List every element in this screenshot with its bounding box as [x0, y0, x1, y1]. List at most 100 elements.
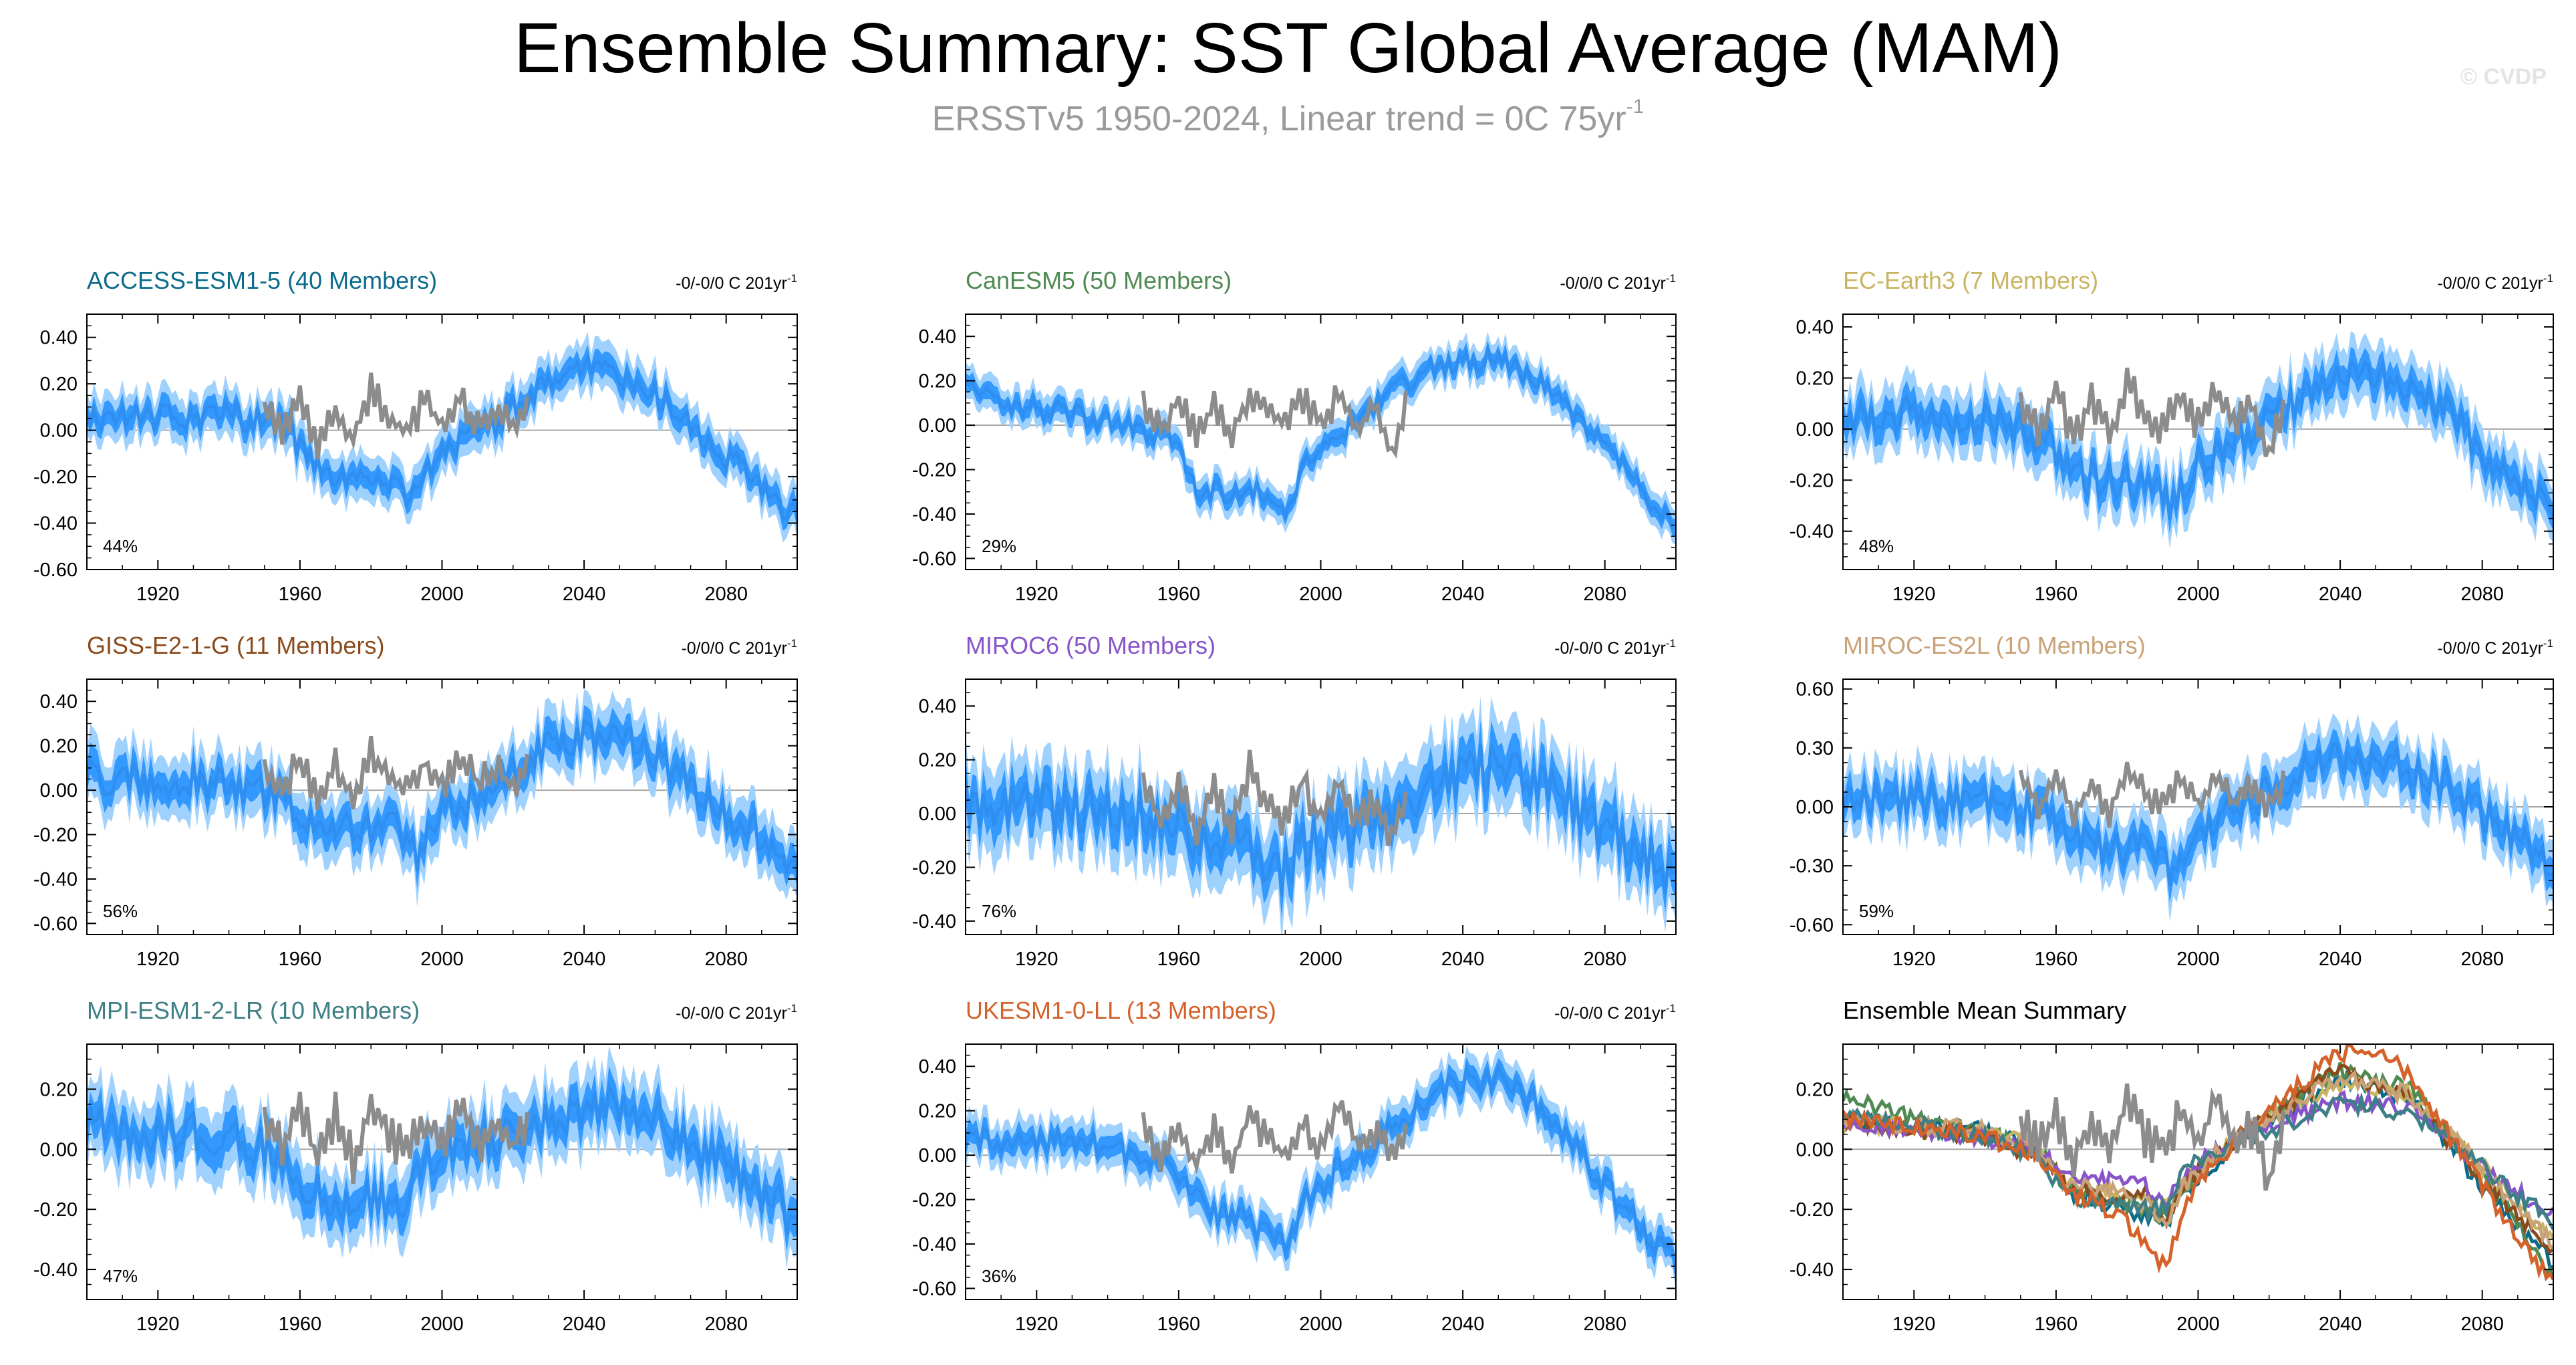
page-subtitle: ERSSTv5 1950-2024, Linear trend = 0C 75y…: [0, 97, 2576, 139]
ensemble-range-outer: [966, 1045, 1676, 1291]
panel-title: UKESM1-0-LL (13 Members): [966, 997, 1276, 1024]
ytick-label: 0.40: [40, 328, 78, 349]
xtick-label: 1920: [1892, 584, 1936, 605]
ensemble-range-inner: [966, 720, 1676, 920]
trend-label-superscript: -1: [1666, 637, 1676, 650]
trend-label-text: -0/0/0 C 201yr: [2437, 274, 2543, 293]
xtick-label: 1960: [279, 1314, 322, 1335]
observations-line: [262, 1092, 530, 1185]
ytick-label: -0.40: [1790, 1259, 1834, 1281]
ytick-label: -0.30: [1790, 856, 1834, 877]
trend-label-text: -0/-0/0 C 201yr: [676, 1004, 787, 1023]
percent-label: 36%: [982, 1266, 1016, 1286]
xtick-label: 2080: [1583, 584, 1626, 605]
ytick-label: 0.20: [1796, 368, 1834, 390]
xtick-label: 2000: [420, 1314, 464, 1335]
xtick-label: 2040: [1441, 584, 1485, 605]
xtick-label: 2040: [2319, 1314, 2362, 1335]
ytick-label: 0.20: [919, 371, 956, 392]
panel-title: EC-Earth3 (7 Members): [1843, 267, 2098, 294]
xtick-label: 1960: [1157, 584, 1201, 605]
trend-label-text: -0/0/0 C 201yr: [681, 639, 786, 658]
ytick-label: -0.20: [912, 460, 956, 481]
ensemble-range-inner: [87, 344, 797, 531]
panel-title: ACCESS-ESM1-5 (40 Members): [87, 267, 437, 294]
chart-panel-9: -0.40 -0.20 0.00 0.20 1920 1960 2000 2040 2080 En…: [1790, 997, 2554, 1335]
ytick-label: -0.60: [33, 560, 78, 581]
plot-area: [87, 332, 797, 543]
ytick-label: -0.40: [912, 911, 956, 933]
ytick-label: 0.20: [40, 736, 78, 757]
ytick-label: 0.40: [40, 691, 78, 713]
ytick-label: 0.00: [40, 1139, 78, 1160]
ytick-label: -0.20: [1790, 470, 1834, 491]
ytick-label: 0.60: [1796, 679, 1834, 701]
ytick-label: 0.30: [1796, 738, 1834, 759]
trend-label: -0/-0/0 C 201yr-1: [676, 272, 797, 293]
xtick-label: 1960: [2035, 949, 2078, 970]
panel-title: MIROC-ES2L (10 Members): [1843, 632, 2146, 659]
xtick-label: 2040: [1441, 949, 1485, 970]
chart-panel-3: -0.40 -0.20 0.00 0.20 0.40 1920 1960 2000 2040 20…: [1790, 267, 2554, 605]
trend-label-text: -0/0/0 C 201yr: [2437, 639, 2543, 658]
ensemble-mean-line: [87, 1080, 797, 1235]
ytick-label: -0.20: [33, 825, 78, 846]
ytick-label: -0.40: [33, 869, 78, 890]
xtick-label: 2080: [2460, 584, 2504, 605]
trend-label-superscript: -1: [2543, 637, 2553, 650]
observations-line: [2018, 761, 2286, 828]
trend-label: -0/0/0 C 201yr-1: [2437, 272, 2553, 293]
xtick-label: 1920: [1015, 949, 1058, 970]
plot-area: [966, 1045, 1676, 1291]
ytick-label: -0.20: [33, 1199, 78, 1221]
observations-line: [1141, 749, 1409, 846]
xtick-label: 2000: [420, 949, 464, 970]
ytick-label: 0.00: [919, 803, 956, 825]
xtick-label: 1960: [1157, 949, 1201, 970]
ensemble-mean-line: [966, 343, 1676, 530]
xtick-label: 2000: [1299, 1314, 1342, 1335]
trend-label: -0/-0/0 C 201yr-1: [676, 1002, 797, 1023]
xtick-label: 2080: [704, 584, 748, 605]
subtitle-text: ERSSTv5 1950-2024, Linear trend = 0C 75y…: [932, 100, 1626, 138]
chart-panel-7: -0.40 -0.20 0.00 0.20 1920 1960 2000 2040 2080 MP…: [33, 997, 798, 1335]
percent-label: 48%: [1859, 536, 1894, 556]
xtick-label: 2000: [2176, 949, 2220, 970]
trend-label-superscript: -1: [2543, 272, 2553, 285]
xtick-label: 1920: [136, 584, 180, 605]
xtick-label: 2040: [2319, 584, 2362, 605]
ytick-label: 0.00: [919, 1145, 956, 1166]
plot-area: [966, 696, 1676, 935]
ytick-label: -0.60: [912, 1278, 956, 1299]
trend-label-text: -0/-0/0 C 201yr: [676, 274, 787, 293]
xtick-label: 2080: [704, 949, 748, 970]
xtick-label: 2080: [1583, 1314, 1626, 1335]
ytick-label: -0.60: [912, 548, 956, 570]
xtick-label: 2080: [2460, 949, 2504, 970]
series-line-ukesm1-0-ll: [1843, 1044, 2553, 1281]
plot-area: [1843, 331, 2553, 549]
ytick-label: 0.20: [40, 374, 78, 395]
chart-panel-6: -0.60 -0.30 0.00 0.30 0.60 1920 1960 2000 2040 20…: [1790, 632, 2554, 970]
ytick-label: -0.60: [1790, 914, 1834, 936]
ytick-label: -0.20: [912, 857, 956, 878]
trend-label-superscript: -1: [787, 1002, 797, 1015]
plot-area: [1843, 1044, 2553, 1281]
ensemble-mean-line: [87, 351, 797, 521]
xtick-label: 1920: [1892, 1314, 1936, 1335]
trend-label-superscript: -1: [1666, 272, 1676, 285]
trend-label-superscript: -1: [787, 272, 797, 285]
observations-line: [2018, 367, 2286, 458]
ensemble-range-outer: [966, 331, 1676, 545]
series-line-mpi-esm1-2-lr: [1843, 1092, 2553, 1231]
ensemble-mean-line: [1843, 357, 2553, 521]
ytick-label: 0.00: [1796, 419, 1834, 441]
ytick-label: -0.20: [1790, 1199, 1834, 1221]
panel-title: CanESM5 (50 Members): [966, 267, 1232, 294]
ytick-label: 0.00: [1796, 797, 1834, 818]
xtick-label: 1960: [2035, 584, 2078, 605]
ytick-label: 0.40: [919, 696, 956, 717]
ytick-label: -0.40: [912, 504, 956, 525]
observations-line: [262, 735, 530, 811]
percent-label: 59%: [1859, 901, 1894, 921]
